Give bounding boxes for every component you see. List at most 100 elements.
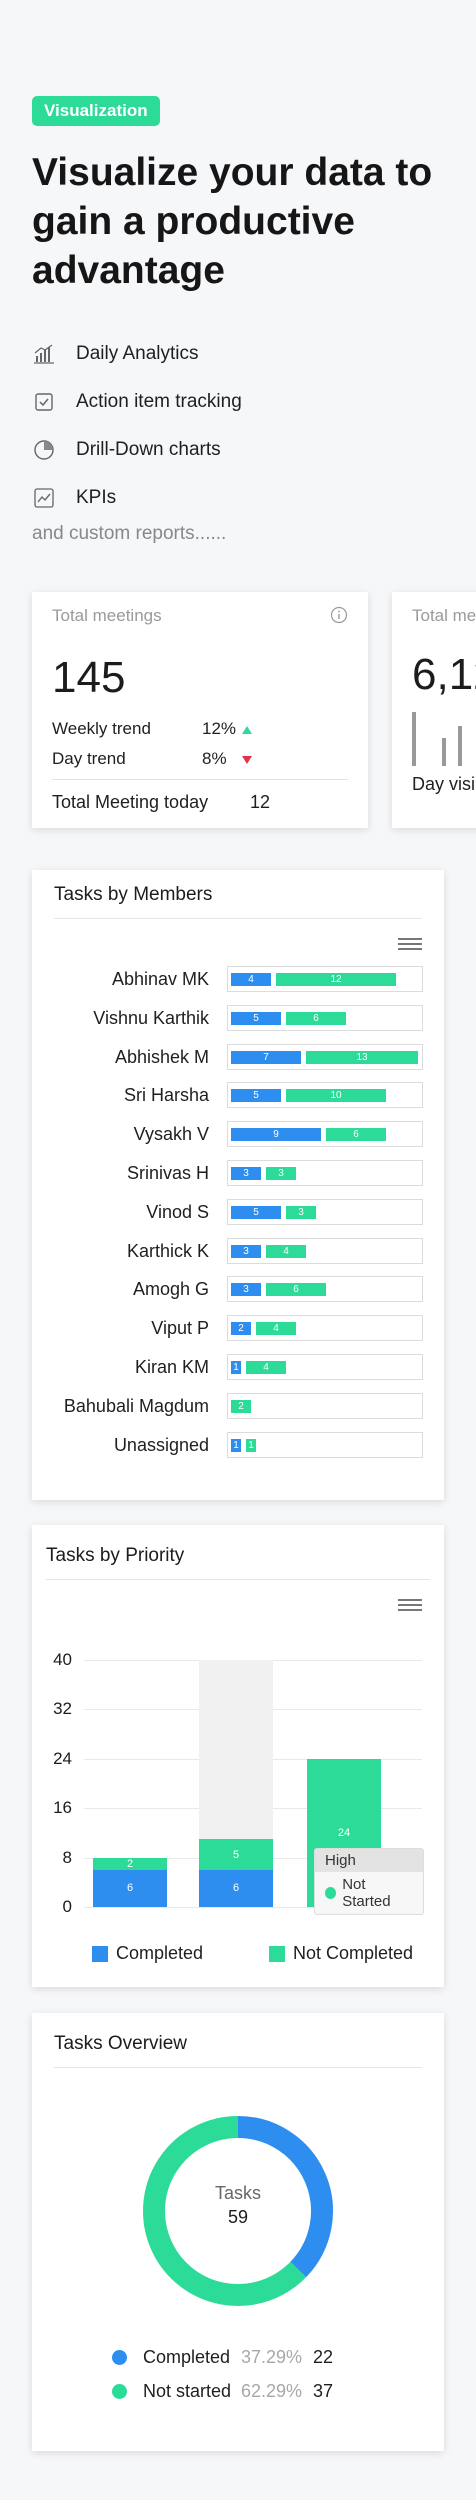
overview-row-not-started[interactable]: Not started 62.29% 37 (112, 2381, 333, 2402)
bar-not-completed[interactable]: 2 (93, 1857, 167, 1870)
member-row: Bahubali Magdum 2 (32, 1392, 444, 1419)
member-name: Kiran KM (134, 1357, 209, 1377)
bar-completed[interactable]: 7 (231, 1050, 301, 1064)
weekly-trend-label: Weekly trend (52, 719, 151, 738)
custom-reports-text: and custom reports...... (32, 523, 227, 544)
bar-not-completed[interactable]: 1 (246, 1438, 256, 1452)
donut-slice-not-started[interactable] (143, 2116, 307, 2306)
info-icon[interactable] (330, 606, 348, 629)
menu-icon[interactable] (398, 938, 422, 953)
trend-down-icon (242, 749, 252, 769)
tasks-by-members-card: Tasks by Members Abhinav MK 4 12 Vishnu Kar… (32, 870, 444, 1500)
bar-completed[interactable]: 3 (231, 1244, 261, 1258)
card-title: Total me (412, 606, 476, 625)
member-bar-track: 2 (227, 1392, 423, 1419)
bar-completed[interactable]: 5 (231, 1089, 281, 1103)
bar-completed[interactable]: 1 (231, 1361, 241, 1374)
overview-row-completed[interactable]: Completed 37.29% 22 (112, 2347, 333, 2368)
bar-not-completed[interactable]: 2 (231, 1399, 251, 1413)
donut-center-label: Tasks (214, 2183, 261, 2203)
bar-not-completed[interactable]: 3 (286, 1205, 316, 1219)
trend-chart-icon (32, 486, 56, 510)
bar-not-completed[interactable]: 12 (276, 973, 396, 986)
bar-chart-icon (32, 342, 56, 366)
member-row: Vishnu Karthik 5 6 (32, 1004, 444, 1031)
bar-completed[interactable]: 3 (231, 1283, 261, 1297)
second-value: 6,12 (412, 650, 476, 699)
y-tick-label: 24 (53, 1748, 72, 1768)
bar-not-completed[interactable]: 4 (256, 1322, 296, 1336)
weekly-trend-value: 12% (202, 719, 237, 738)
y-tick-label: 40 (53, 1650, 72, 1669)
day-trend-label: Day trend (52, 749, 126, 768)
member-name: Srinivas H (126, 1163, 209, 1183)
section-title: Tasks Overview (54, 2033, 422, 2068)
legend-completed[interactable]: Completed (92, 1943, 203, 1964)
bar-completed[interactable]: 6 (93, 1869, 167, 1907)
bar-not-completed[interactable]: 3 (266, 1167, 296, 1180)
card-title: Total meetings (52, 606, 162, 625)
member-name: Sri Harsha (123, 1085, 209, 1106)
y-tick-label: 0 (62, 1897, 72, 1916)
member-row: Unassigned 1 1 (32, 1431, 444, 1458)
bar-not-completed[interactable]: 6 (266, 1283, 326, 1297)
member-bar-track: 5 10 (227, 1082, 423, 1109)
bar-not-completed[interactable]: 10 (286, 1089, 386, 1103)
donut-chart (143, 2116, 333, 2306)
meetings-value: 145 (52, 653, 126, 702)
feature-label: Daily Analytics (76, 343, 199, 364)
member-bar-track: 4 12 (227, 966, 423, 992)
menu-icon[interactable] (398, 1599, 422, 1614)
bar-not-completed[interactable]: 4 (266, 1244, 306, 1258)
grid-line (84, 1907, 422, 1908)
member-name: Abhinav MK (111, 969, 209, 989)
donut-center-value: 59 (227, 2207, 249, 2227)
today-value: 12 (250, 792, 271, 812)
donut-slice-completed[interactable] (237, 2116, 333, 2278)
checkbox-icon (32, 390, 56, 414)
tasks-overview-card: Tasks Overview Tasks 59 Completed 37.29%… (32, 2013, 444, 2451)
bar-completed[interactable]: 1 (231, 1438, 241, 1452)
bar-completed[interactable]: 5 (231, 1011, 281, 1025)
feature-item: Daily Analytics (32, 330, 432, 378)
tooltip-header: High (315, 1849, 423, 1872)
feature-item: KPIs (32, 474, 432, 522)
feature-item: Action item tracking (32, 378, 432, 426)
member-bar-track: 7 13 (227, 1043, 423, 1070)
y-tick-label: 16 (53, 1798, 72, 1818)
day-trend-value: 8% (202, 749, 227, 768)
bar-not-completed[interactable]: 6 (326, 1128, 386, 1142)
feature-label: Action item tracking (76, 391, 242, 412)
y-tick-label: 8 (62, 1847, 72, 1867)
bar-not-completed[interactable]: 13 (306, 1050, 418, 1064)
bar-completed[interactable]: 3 (231, 1167, 261, 1180)
member-name: Abhishek M (114, 1046, 209, 1067)
legend-not-completed[interactable]: Not Completed (269, 1943, 413, 1964)
bar-completed[interactable]: 5 (231, 1205, 281, 1219)
bar-completed[interactable]: 4 (231, 973, 271, 986)
bar-not-completed[interactable]: 5 (199, 1839, 273, 1870)
bar-not-completed[interactable]: 6 (286, 1011, 346, 1025)
bar-not-completed[interactable]: 4 (246, 1361, 286, 1374)
chart-tooltip: High Not Started (314, 1848, 424, 1915)
feature-label: KPIs (76, 487, 117, 508)
bar-completed[interactable]: 6 (199, 1869, 273, 1907)
member-row: Sri Harsha 5 10 (32, 1082, 444, 1109)
pie-chart-icon (32, 438, 56, 462)
feature-label: Drill-Down charts (76, 439, 221, 460)
total-meetings-card: Total meetings 145 Weekly trend 12% Day … (32, 592, 368, 828)
bar-completed[interactable]: 2 (231, 1322, 251, 1336)
bar-completed[interactable]: 9 (231, 1128, 321, 1142)
feature-item: Drill-Down charts (32, 426, 432, 474)
